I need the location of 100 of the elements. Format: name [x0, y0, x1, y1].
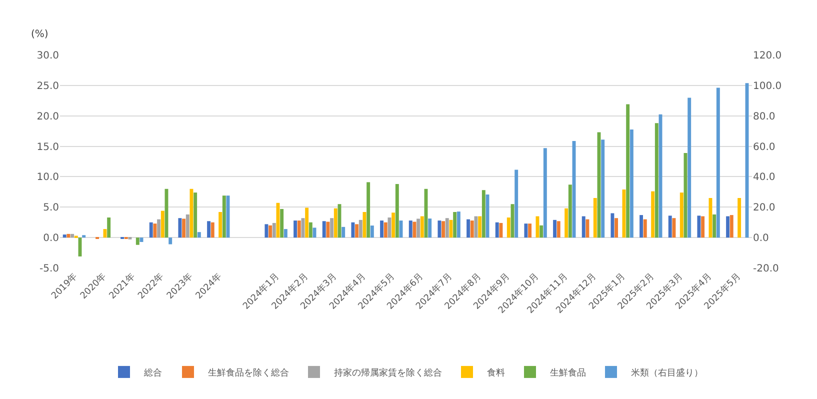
y2-tick-label: 40.0 — [753, 172, 776, 184]
bar — [178, 218, 182, 238]
bar — [556, 221, 560, 238]
bar — [614, 218, 618, 238]
bar — [651, 191, 655, 238]
bar — [355, 224, 359, 238]
bar — [284, 229, 288, 238]
bar — [680, 192, 684, 238]
bar — [322, 221, 326, 238]
bar — [66, 234, 70, 238]
bar — [294, 220, 298, 238]
bar — [358, 220, 362, 238]
bar — [408, 220, 412, 238]
bar — [218, 212, 222, 238]
bar — [726, 216, 730, 238]
bar — [716, 88, 720, 238]
bar — [272, 222, 276, 238]
bar — [438, 220, 442, 238]
bar — [268, 225, 272, 238]
bar — [712, 214, 716, 238]
legend-label: 持家の帰属家賃を除く総合 — [334, 367, 442, 378]
bar — [697, 216, 701, 238]
y2-tick-label: 120.0 — [753, 50, 782, 62]
y-tick-label: 25.0 — [36, 80, 59, 92]
bar — [640, 215, 644, 238]
y-tick-label: 0.0 — [43, 233, 59, 244]
y-tick-label: 5.0 — [43, 202, 59, 214]
y2-tick-label: 60.0 — [753, 142, 776, 153]
bar — [420, 216, 424, 238]
bar — [474, 216, 478, 238]
bar — [366, 182, 370, 238]
bar — [442, 221, 446, 238]
bar — [730, 215, 734, 238]
bar — [380, 220, 384, 238]
bar — [672, 218, 676, 238]
bar — [305, 208, 309, 238]
bar — [107, 217, 111, 238]
bar — [388, 217, 392, 238]
y2-tick-label: -20.0 — [753, 264, 779, 274]
bar — [478, 216, 482, 238]
bar — [499, 222, 503, 238]
bar — [543, 148, 547, 238]
bar — [582, 216, 586, 238]
bar — [207, 221, 211, 238]
bar — [610, 213, 614, 238]
bar — [70, 234, 74, 238]
bar — [157, 219, 161, 238]
y-tick-label: 10.0 — [36, 172, 59, 184]
bar — [82, 235, 86, 238]
bar — [514, 170, 518, 238]
bar — [553, 220, 557, 238]
legend-label: 食料 — [487, 367, 505, 378]
bar — [564, 208, 568, 238]
bar — [280, 208, 284, 238]
bar — [416, 218, 420, 238]
bar — [701, 216, 705, 238]
bar — [738, 198, 742, 238]
bar — [168, 238, 172, 244]
y-tick-label: -5.0 — [39, 264, 59, 274]
bar — [466, 219, 470, 238]
y-tick-label: 15.0 — [36, 142, 59, 153]
bar — [586, 219, 590, 238]
legend-label: 米類（右目盛り） — [631, 367, 703, 378]
bar — [593, 198, 597, 238]
y2-tick-label: 100.0 — [753, 80, 782, 92]
bar — [395, 184, 399, 238]
bar — [160, 210, 164, 238]
bar — [495, 222, 499, 238]
bar — [153, 224, 157, 238]
y-tick-label: 20.0 — [36, 111, 59, 122]
bar — [384, 222, 388, 238]
bar — [264, 224, 268, 238]
bar — [330, 218, 334, 238]
bar — [186, 214, 190, 238]
bar — [643, 219, 647, 238]
bar — [197, 232, 201, 238]
bar — [668, 216, 672, 238]
y2-tick-label: 0.0 — [753, 233, 769, 244]
bar — [351, 222, 355, 238]
bar — [392, 212, 396, 238]
bar — [301, 218, 305, 238]
bar — [445, 218, 449, 238]
bar — [506, 217, 510, 238]
bar — [326, 222, 330, 238]
bar — [62, 234, 66, 238]
bar — [412, 222, 416, 238]
y2-tick-label: 80.0 — [753, 111, 776, 122]
bar — [528, 224, 532, 238]
bar — [524, 224, 528, 238]
y-tick-label: 30.0 — [36, 50, 59, 62]
bar — [334, 208, 338, 238]
legend-label: 総合 — [143, 367, 162, 378]
bar — [470, 220, 474, 238]
bar — [194, 192, 198, 238]
bar — [149, 222, 153, 238]
bar — [540, 225, 544, 238]
legend-label: 生鮮食品 — [550, 367, 586, 378]
legend-label: 生鮮食品を除く総合 — [208, 367, 289, 378]
bar — [210, 222, 214, 238]
bar — [370, 226, 374, 238]
